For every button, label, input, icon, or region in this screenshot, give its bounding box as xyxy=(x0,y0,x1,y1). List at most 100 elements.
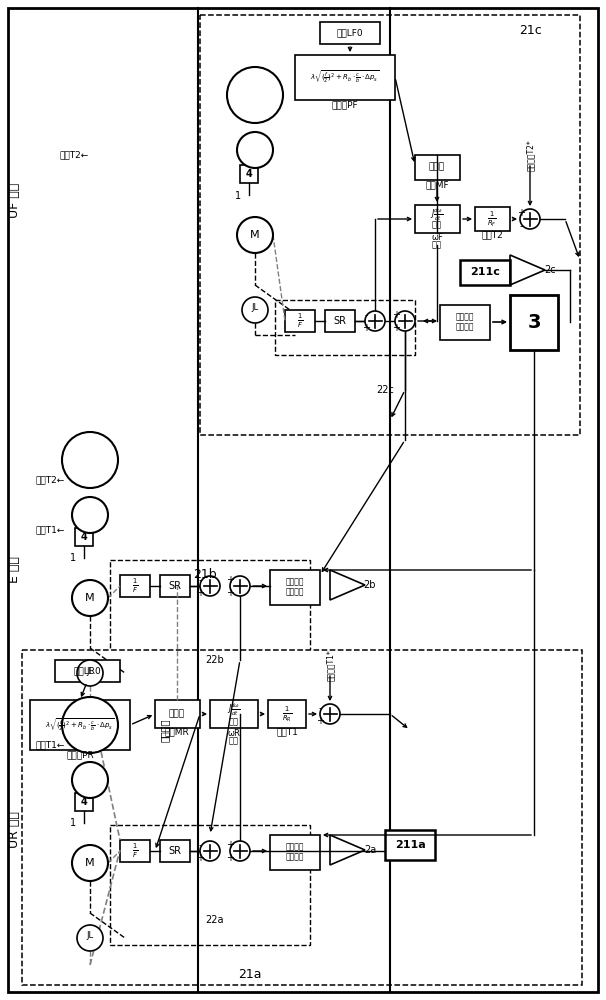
Bar xyxy=(440,305,490,340)
Text: 速度: 速度 xyxy=(432,240,442,249)
Bar xyxy=(160,840,190,862)
Text: 连轨速度
级联因子: 连轨速度 级联因子 xyxy=(456,312,474,332)
Circle shape xyxy=(62,432,118,488)
Text: +: + xyxy=(316,716,324,726)
Text: 3: 3 xyxy=(527,312,541,332)
Text: 张力T2←: 张力T2← xyxy=(35,476,64,485)
Bar xyxy=(510,295,558,350)
Text: UF 机架: UF 机架 xyxy=(8,182,21,218)
Text: 速度: 速度 xyxy=(229,736,239,746)
Text: 变频工: 变频工 xyxy=(429,162,445,172)
Bar xyxy=(155,700,200,728)
Circle shape xyxy=(72,845,108,881)
Text: 张力设定T1*: 张力设定T1* xyxy=(325,649,335,681)
Text: 1: 1 xyxy=(70,818,76,828)
Text: $\frac{1}{F}$: $\frac{1}{F}$ xyxy=(297,312,303,330)
Circle shape xyxy=(230,841,250,861)
Circle shape xyxy=(77,925,103,951)
Text: -: - xyxy=(198,575,202,585)
Text: $\frac{1}{F}$: $\frac{1}{F}$ xyxy=(132,842,138,860)
Text: 轧制力PR: 轧制力PR xyxy=(66,750,94,760)
Text: 21c: 21c xyxy=(519,23,541,36)
Text: 张力T1←: 张力T1← xyxy=(35,740,64,750)
Text: 1: 1 xyxy=(70,553,76,563)
Text: ωF: ωF xyxy=(431,232,443,241)
Text: JL: JL xyxy=(251,304,259,312)
Text: 4: 4 xyxy=(81,797,87,807)
Text: 张力T2: 张力T2 xyxy=(481,231,503,239)
Text: 2c: 2c xyxy=(544,265,556,275)
Bar xyxy=(325,310,355,332)
Bar xyxy=(75,793,93,811)
Bar xyxy=(120,840,150,862)
Circle shape xyxy=(520,209,540,229)
Text: SR: SR xyxy=(333,316,347,326)
Circle shape xyxy=(200,841,220,861)
Text: 力矩LF0: 力矩LF0 xyxy=(337,28,364,37)
Circle shape xyxy=(72,580,108,616)
Text: ωR: ωR xyxy=(228,728,241,738)
Circle shape xyxy=(237,132,273,168)
Text: SR: SR xyxy=(168,846,182,856)
Text: M: M xyxy=(85,858,95,868)
Text: +: + xyxy=(392,310,400,320)
Text: +: + xyxy=(226,575,234,585)
Circle shape xyxy=(77,660,103,686)
Text: 22b: 22b xyxy=(205,655,224,665)
Bar xyxy=(415,155,460,180)
Text: 4: 4 xyxy=(81,532,87,542)
Text: -: - xyxy=(519,221,523,231)
Text: -: - xyxy=(364,310,368,320)
Text: $\frac{1}{R_R}$: $\frac{1}{R_R}$ xyxy=(282,704,292,724)
Bar xyxy=(385,830,435,860)
Bar xyxy=(110,560,310,680)
Circle shape xyxy=(395,311,415,331)
Bar xyxy=(210,700,258,728)
Text: M: M xyxy=(85,593,95,603)
Bar xyxy=(240,165,258,183)
Bar xyxy=(110,825,310,945)
Text: +: + xyxy=(392,323,400,333)
Circle shape xyxy=(227,67,283,123)
Text: E 机架: E 机架 xyxy=(8,557,21,583)
Text: 张力T1←: 张力T1← xyxy=(35,526,64,534)
Bar xyxy=(200,15,580,435)
Text: +: + xyxy=(196,853,204,863)
Text: 211a: 211a xyxy=(395,840,425,850)
Text: $J\frac{d\omega}{dt}$: $J\frac{d\omega}{dt}$ xyxy=(227,702,241,718)
Text: $\frac{1}{F}$: $\frac{1}{F}$ xyxy=(132,577,138,595)
Text: 21a: 21a xyxy=(238,968,262,982)
Text: +: + xyxy=(226,840,234,850)
Text: -: - xyxy=(198,840,202,850)
Circle shape xyxy=(200,576,220,596)
Text: +: + xyxy=(517,208,525,218)
Circle shape xyxy=(237,217,273,253)
Text: SR: SR xyxy=(168,581,182,591)
Text: 22a: 22a xyxy=(206,915,224,925)
Text: 2a: 2a xyxy=(364,845,376,855)
Text: +: + xyxy=(196,588,204,598)
Text: 连轨速度
级联因子: 连轨速度 级联因子 xyxy=(286,842,304,862)
Text: $\lambda\sqrt{(\frac{f}{2})^2+R_b\cdot\frac{c}{b}\cdot\Delta p_s}$: $\lambda\sqrt{(\frac{f}{2})^2+R_b\cdot\f… xyxy=(310,69,380,85)
Bar xyxy=(285,310,315,332)
Text: $\frac{1}{R_F}$: $\frac{1}{R_F}$ xyxy=(487,209,497,229)
Bar xyxy=(415,205,460,233)
Text: 连轨速度
级联因子: 连轨速度 级联因子 xyxy=(286,577,304,597)
Text: $J\frac{d\omega}{dt}$: $J\frac{d\omega}{dt}$ xyxy=(430,207,444,223)
Circle shape xyxy=(62,697,118,753)
Text: 张力T1: 张力T1 xyxy=(276,728,298,736)
Circle shape xyxy=(72,497,108,533)
Text: +: + xyxy=(362,323,370,333)
Text: +: + xyxy=(226,588,234,598)
Text: $\lambda\sqrt{(\frac{f}{2})^2+R_b\cdot\frac{c}{b}\cdot\Delta p_s}$: $\lambda\sqrt{(\frac{f}{2})^2+R_b\cdot\f… xyxy=(45,717,115,733)
Text: M: M xyxy=(250,230,260,240)
Text: 力矩LR0: 力矩LR0 xyxy=(73,666,101,676)
Bar xyxy=(475,207,510,231)
Text: 微分: 微分 xyxy=(432,221,442,230)
Circle shape xyxy=(320,704,340,724)
Text: 2b: 2b xyxy=(364,580,376,590)
Text: 张力T2←: 张力T2← xyxy=(60,150,89,159)
Bar xyxy=(275,300,415,355)
Text: +: + xyxy=(226,853,234,863)
Text: 21b: 21b xyxy=(193,568,217,582)
